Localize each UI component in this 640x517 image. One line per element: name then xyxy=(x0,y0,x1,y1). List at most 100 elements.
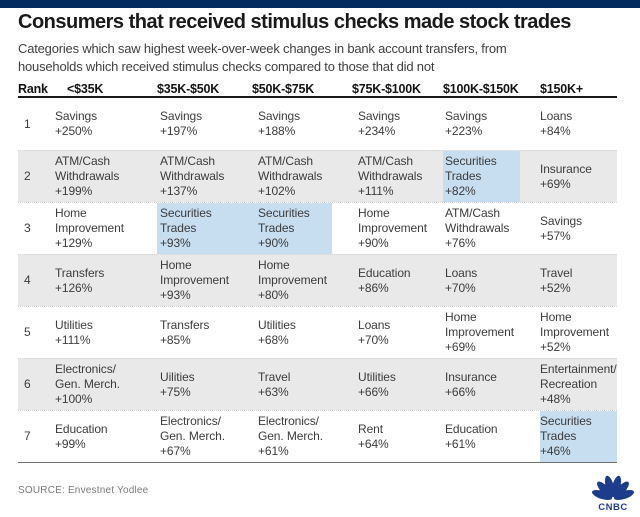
percent-change-value: +199% xyxy=(55,184,93,198)
percent-change-value: +57% xyxy=(540,228,571,243)
table-row: 3 Home Improvement +129% Securities Trades +… xyxy=(18,202,617,254)
percent-change-value: +70% xyxy=(445,280,476,295)
percent-change-value: +93% xyxy=(160,236,191,250)
table-row: 1 Savings +250% Savings +197% Savings +188% Sav… xyxy=(18,98,617,150)
percent-change-value: +129% xyxy=(55,236,93,250)
income-bracket-column-header: <$35K xyxy=(67,82,104,96)
category-label: Home Improvement xyxy=(55,206,124,235)
data-cell: Savings +223% xyxy=(443,98,540,150)
income-bracket-column-header: $75K-$100K xyxy=(352,82,421,96)
source-text: SOURCE: Envestnet Yodlee xyxy=(18,485,149,496)
data-cell: Entertainment/ Recreation +48% xyxy=(540,359,617,410)
percent-change-value: +70% xyxy=(358,332,389,347)
percent-change-value: +66% xyxy=(445,384,476,399)
data-cell: Uilities +75% xyxy=(157,359,252,410)
highlighted-data-cell: Securities Trades +90% xyxy=(252,203,352,254)
cnbc-peacock-icon: CNBC xyxy=(592,475,634,513)
cnbc-wordmark: CNBC xyxy=(598,502,627,512)
data-cell: Savings +234% xyxy=(352,98,443,150)
stimulus-spending-table: Rank <$35K $35K-$50K $50K-$75K $75K-$100K $10… xyxy=(18,83,617,463)
data-cell: Savings +188% xyxy=(252,98,352,150)
category-label: Insurance xyxy=(445,369,497,384)
percent-change-value: +52% xyxy=(540,340,571,354)
data-cell: Education +61% xyxy=(443,411,540,462)
data-cell: Home Improvement +93% xyxy=(157,255,252,306)
percent-change-value: +197% xyxy=(160,124,198,138)
data-cell: Rent +64% xyxy=(352,411,443,462)
table-row: 5 Utilities +111% Transfers +85% Utilities +68… xyxy=(18,306,617,358)
category-label: Securities Trades xyxy=(540,414,592,443)
percent-change-value: +80% xyxy=(258,288,289,302)
category-label: Electronics/ Gen. Merch. xyxy=(258,414,323,443)
table-row: 7 Education +99% Electronics/ Gen. Merch. +6… xyxy=(18,410,617,462)
data-cell: Home Improvement +80% xyxy=(252,255,352,306)
income-bracket-column-header: $150K+ xyxy=(540,82,583,96)
data-cell: Home Improvement +69% xyxy=(443,307,540,358)
data-cell: Home Improvement +129% xyxy=(55,203,157,254)
rank-column-header: Rank xyxy=(18,82,48,96)
subtitle-line-1: Categories which saw highest week-over-w… xyxy=(18,41,507,56)
category-label: Electronics/ Gen. Merch. xyxy=(55,362,120,391)
category-label: Travel xyxy=(540,265,573,280)
table-header-row: Rank <$35K $35K-$50K $50K-$75K $75K-$100K $10… xyxy=(18,83,617,98)
income-bracket-column-header: $100K-$150K xyxy=(443,82,519,96)
category-label: ATM/Cash Withdrawals xyxy=(358,154,423,183)
data-cell: Loans +70% xyxy=(352,307,443,358)
percent-change-value: +67% xyxy=(160,444,191,458)
data-cell: ATM/Cash Withdrawals +102% xyxy=(252,151,352,202)
percent-change-value: +68% xyxy=(258,332,289,347)
percent-change-value: +85% xyxy=(160,332,191,347)
category-label: Loans xyxy=(358,317,391,332)
percent-change-value: +63% xyxy=(258,384,289,399)
data-cell: ATM/Cash Withdrawals +137% xyxy=(157,151,252,202)
top-accent-bar xyxy=(0,0,640,8)
table-row: 2 ATM/Cash Withdrawals +199% ATM/Cash Withd… xyxy=(18,150,617,202)
data-cell: Education +99% xyxy=(55,411,157,462)
category-label: Savings xyxy=(258,109,300,123)
category-label: Education xyxy=(358,265,411,280)
table-row: 4 Transfers +126% Home Improvement +93% Home … xyxy=(18,254,617,306)
percent-change-value: +86% xyxy=(358,280,389,295)
category-label: Education xyxy=(55,421,108,436)
data-cell: Loans +84% xyxy=(540,98,617,150)
category-label: Savings xyxy=(445,109,487,123)
data-cell: Transfers +85% xyxy=(157,307,252,358)
category-label: Utilities xyxy=(358,369,396,384)
category-label: Loans xyxy=(540,109,573,123)
category-label: Home Improvement xyxy=(358,206,427,235)
percent-change-value: +66% xyxy=(358,384,389,399)
category-label: Securities Trades xyxy=(160,206,212,235)
data-cell: ATM/Cash Withdrawals +199% xyxy=(55,151,157,202)
category-label: Savings xyxy=(358,109,400,123)
data-cell: Home Improvement +52% xyxy=(540,307,617,358)
highlighted-data-cell: Securities Trades +46% xyxy=(540,411,617,462)
rank-cell: 5 xyxy=(24,325,31,339)
income-bracket-column-header: $50K-$75K xyxy=(252,82,315,96)
data-cell: Utilities +68% xyxy=(252,307,352,358)
category-label: Uilities xyxy=(160,369,195,384)
data-cell: Travel +52% xyxy=(540,255,617,306)
category-label: Utilities xyxy=(258,317,296,332)
data-cell: Education +86% xyxy=(352,255,443,306)
category-label: Travel xyxy=(258,369,291,384)
data-cell: Electronics/ Gen. Merch. +100% xyxy=(55,359,157,410)
table-row: 6 Electronics/ Gen. Merch. +100% Uilities +7… xyxy=(18,358,617,410)
data-cell: Insurance +66% xyxy=(443,359,540,410)
percent-change-value: +250% xyxy=(55,124,93,138)
percent-change-value: +46% xyxy=(540,444,571,458)
percent-change-value: +84% xyxy=(540,124,571,138)
data-cell: ATM/Cash Withdrawals +111% xyxy=(352,151,443,202)
percent-change-value: +82% xyxy=(445,184,476,198)
category-label: ATM/Cash Withdrawals xyxy=(160,154,225,183)
category-label: Transfers xyxy=(55,265,105,280)
data-cell: Electronics/ Gen. Merch. +61% xyxy=(252,411,352,462)
percent-change-value: +75% xyxy=(160,384,191,399)
category-label: ATM/Cash Withdrawals xyxy=(258,154,323,183)
category-label: ATM/Cash Withdrawals xyxy=(445,206,510,235)
percent-change-value: +234% xyxy=(358,124,396,138)
data-cell: Loans +70% xyxy=(443,255,540,306)
category-label: Securities Trades xyxy=(445,154,497,183)
rank-cell: 3 xyxy=(24,221,31,235)
percent-change-value: +48% xyxy=(540,392,571,406)
category-label: Insurance xyxy=(540,161,592,176)
